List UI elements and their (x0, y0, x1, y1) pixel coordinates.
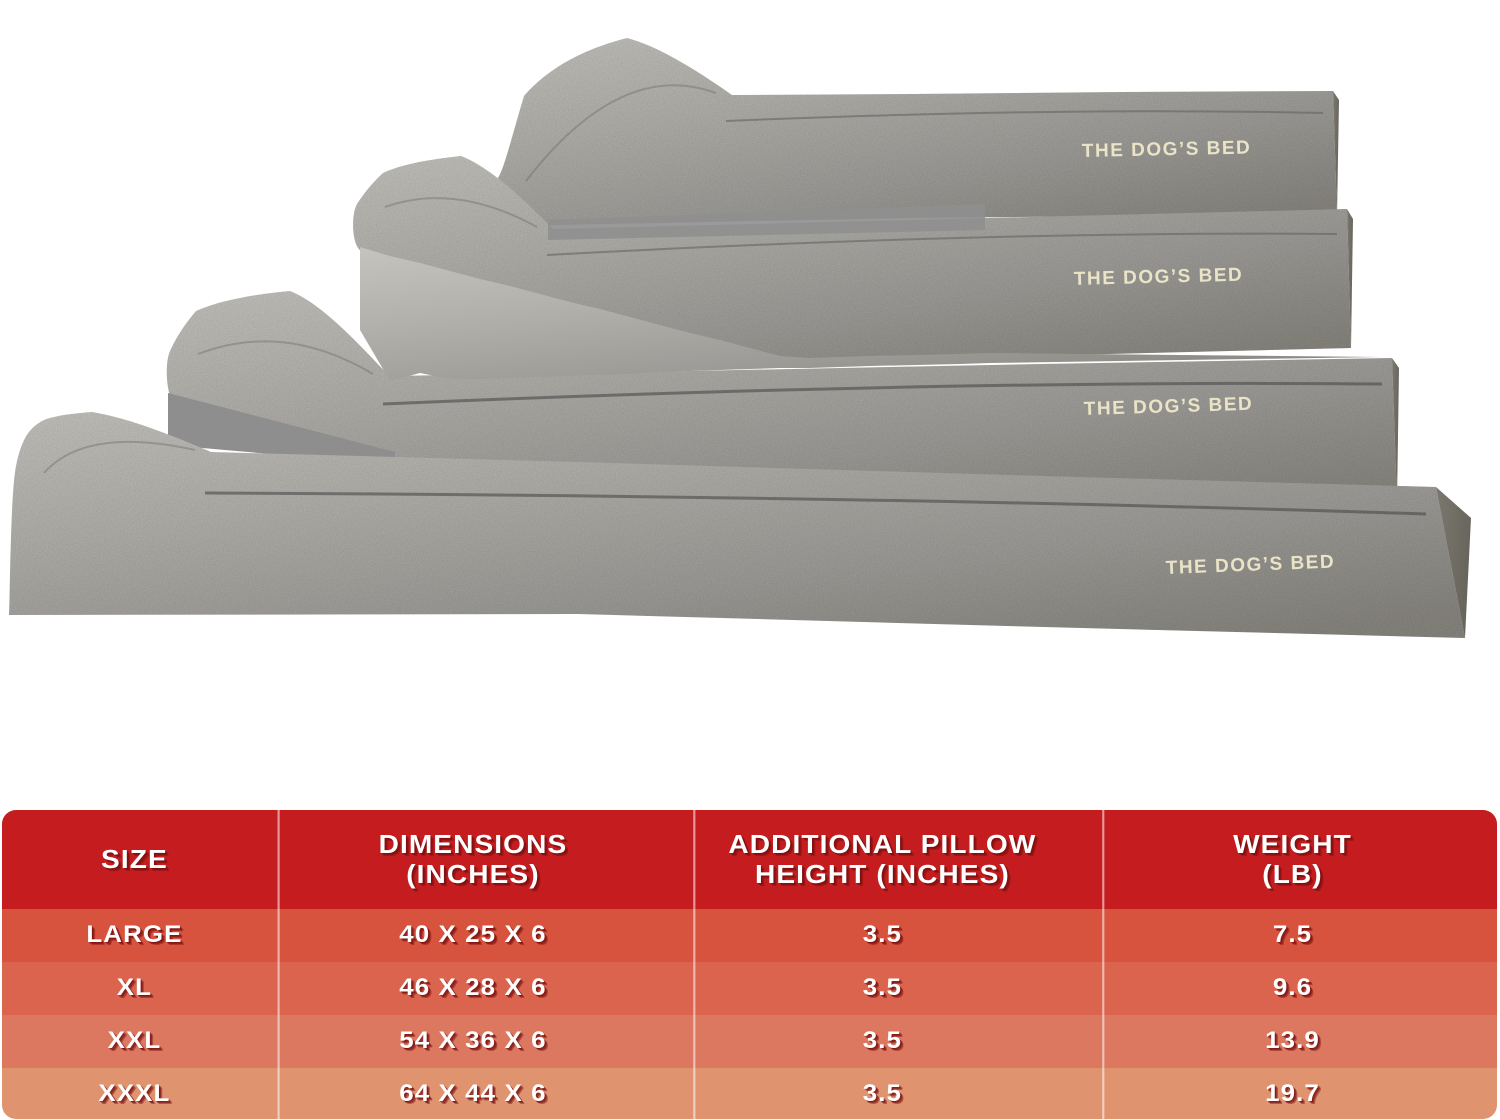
svg-text:THE DOG’S BED: THE DOG’S BED (1074, 265, 1244, 290)
svg-text:THE DOG’S BED: THE DOG’S BED (1082, 137, 1252, 162)
